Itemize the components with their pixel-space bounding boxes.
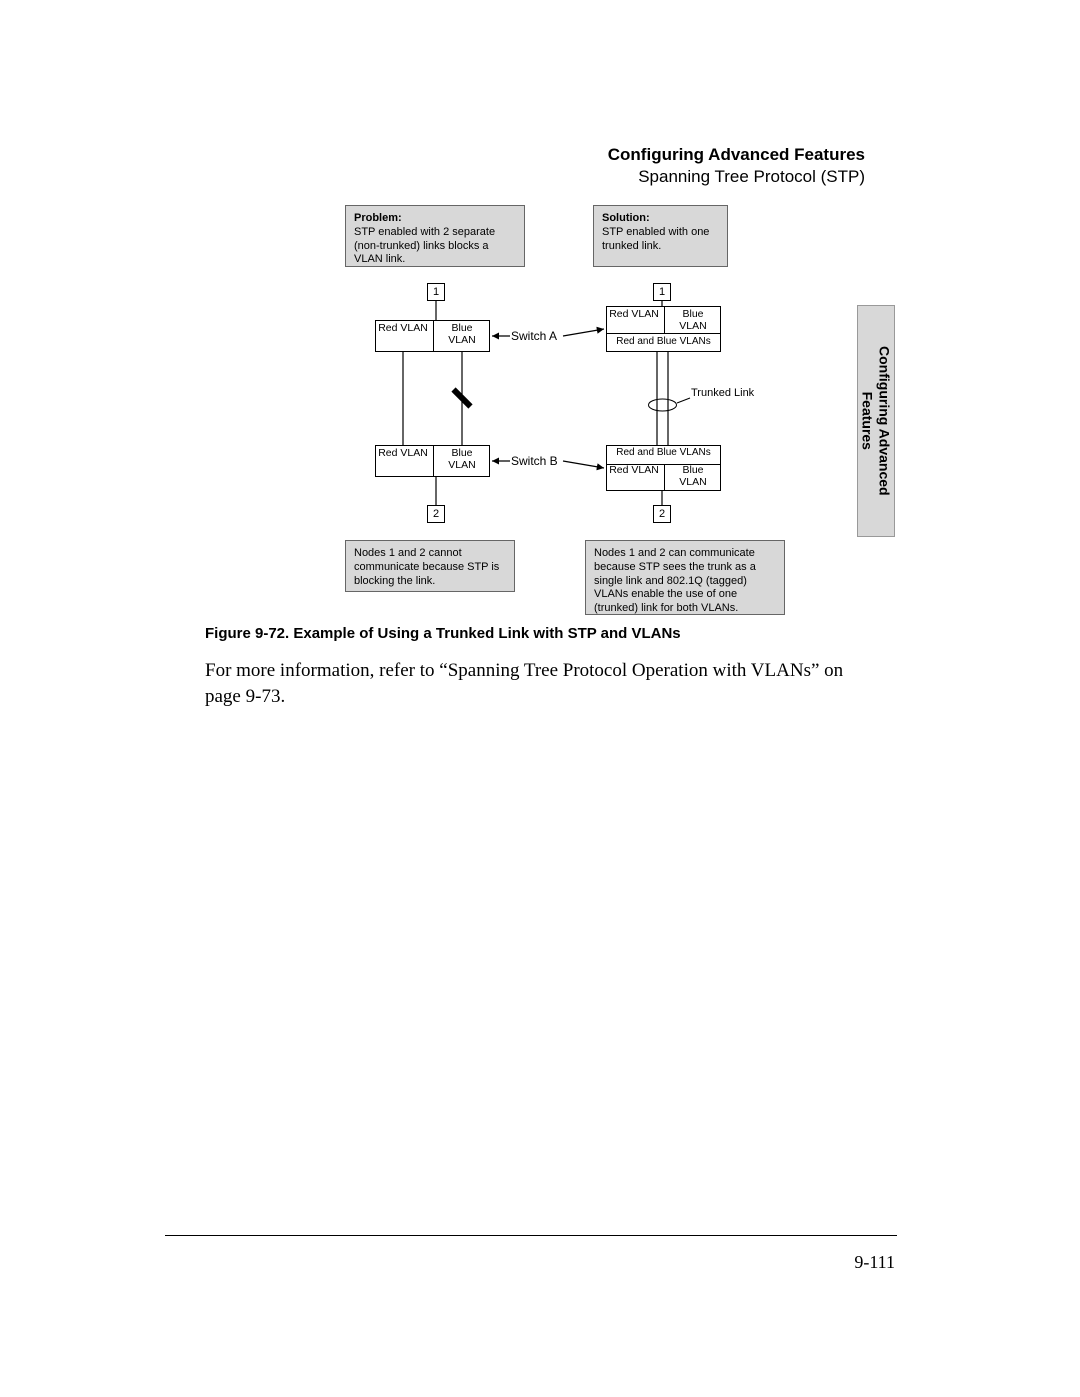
page-number: 9-111 — [854, 1252, 895, 1273]
side-tab-line2: Features — [860, 392, 876, 450]
bottom-left-box: Nodes 1 and 2 cannot communicate because… — [345, 540, 515, 592]
page-header: Configuring Advanced Features Spanning T… — [608, 145, 865, 187]
bottom-right-text: Nodes 1 and 2 can communicate because ST… — [594, 547, 756, 614]
header-subtitle: Spanning Tree Protocol (STP) — [608, 167, 865, 187]
figure-diagram: Problem: STP enabled with 2 separate (no… — [345, 205, 785, 615]
side-tab: Configuring Advanced Features — [857, 305, 895, 537]
header-title: Configuring Advanced Features — [608, 145, 865, 165]
side-tab-text: Configuring Advanced Features — [859, 346, 893, 496]
figure-caption: Figure 9-72. Example of Using a Trunked … — [205, 625, 681, 642]
body-text: For more information, refer to “Spanning… — [205, 658, 845, 709]
page: Configuring Advanced Features Spanning T… — [0, 0, 1080, 1397]
bottom-right-box: Nodes 1 and 2 can communicate because ST… — [585, 540, 785, 615]
footer-rule — [165, 1235, 897, 1236]
side-tab-line1: Configuring Advanced — [877, 346, 893, 496]
bottom-left-text: Nodes 1 and 2 cannot communicate because… — [354, 547, 499, 587]
